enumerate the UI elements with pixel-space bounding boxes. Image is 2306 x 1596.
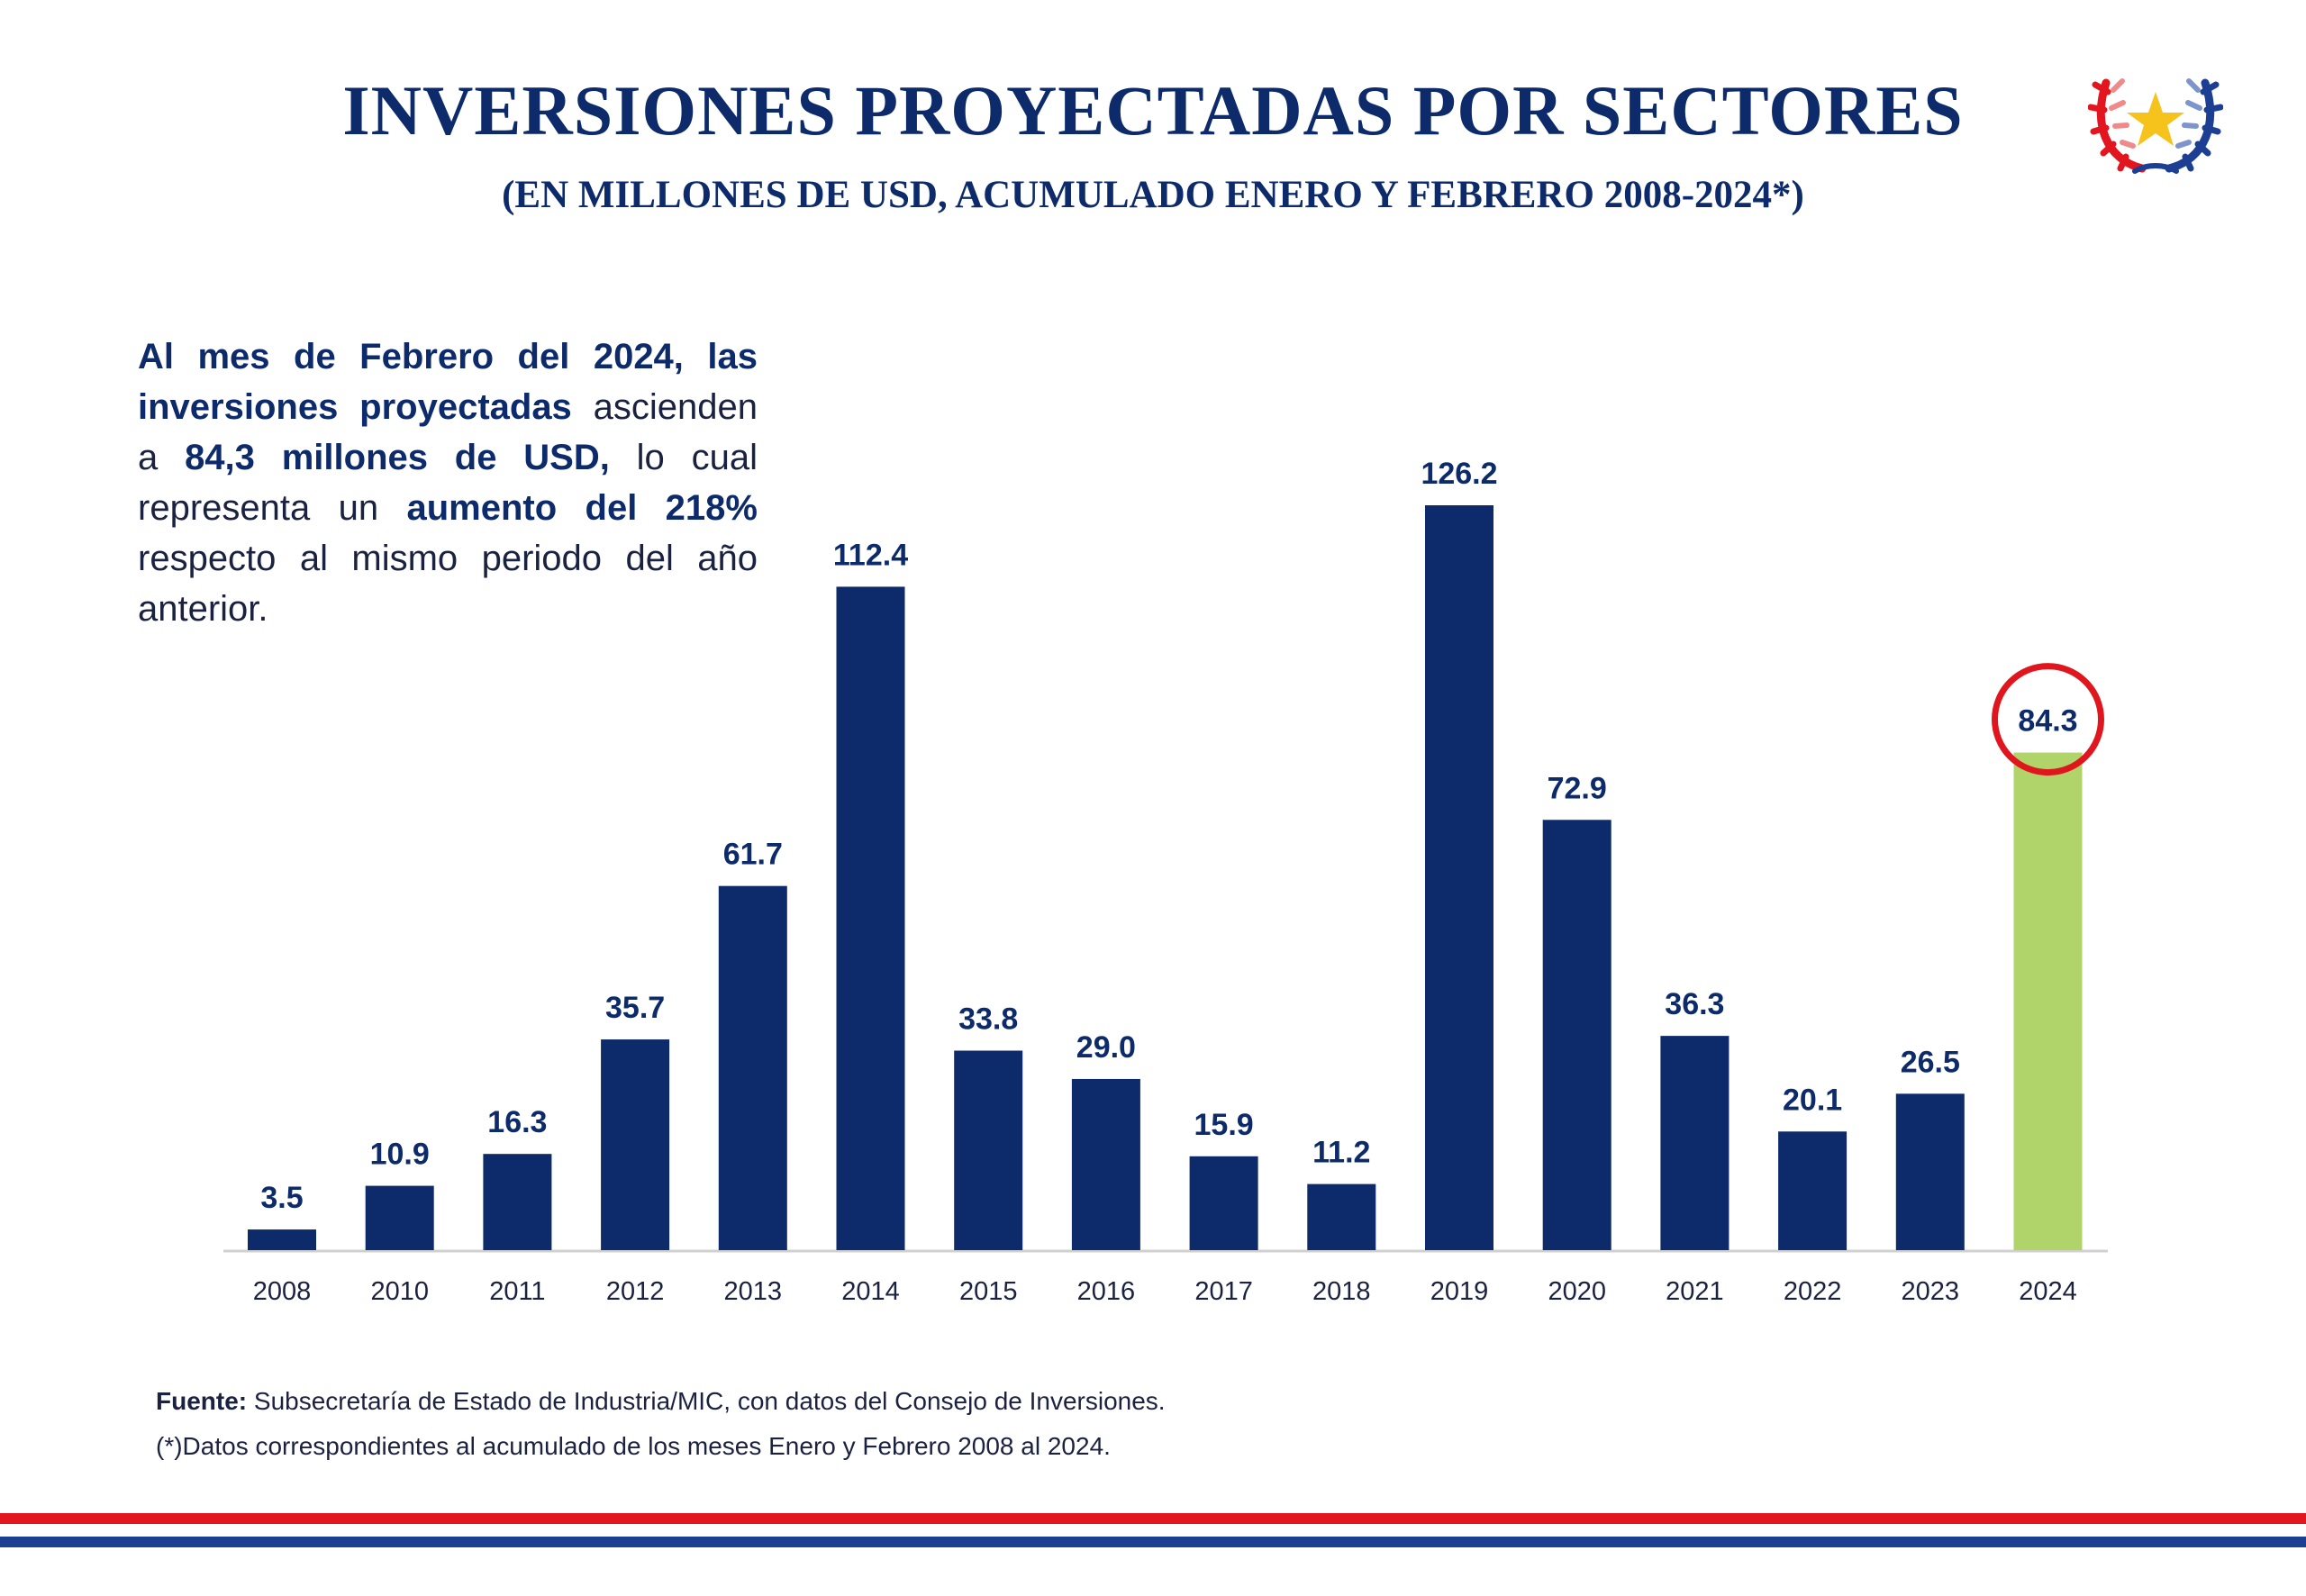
bar-2024	[2013, 752, 2083, 1250]
value-label-2022: 20.1	[1783, 1083, 1842, 1117]
source-text: Subsecretaría de Estado de Industria/MIC…	[247, 1387, 1166, 1415]
value-label-2020: 72.9	[1548, 771, 1607, 805]
page-title: INVERSIONES PROYECTADAS POR SECTORES	[342, 71, 1964, 150]
bar-2016	[1071, 1078, 1140, 1250]
value-label-2018: 11.2	[1312, 1136, 1370, 1170]
bar-2014	[836, 586, 905, 1250]
value-label-2011: 16.3	[487, 1105, 547, 1139]
red-stripe	[0, 1513, 2306, 1524]
x-tick-2023: 2023	[1902, 1277, 1960, 1306]
highlight-circle	[1992, 663, 2104, 776]
source-label: Fuente:	[156, 1387, 248, 1415]
page-subtitle: (EN MILLONES DE USD, ACUMULADO ENERO Y F…	[502, 174, 1804, 216]
value-label-2019: 126.2	[1421, 457, 1497, 491]
footnote: (*)Datos correspondientes al acumulado d…	[156, 1432, 1111, 1460]
x-tick-2008: 2008	[253, 1277, 312, 1306]
x-tick-2021: 2021	[1666, 1277, 1724, 1306]
value-label-2010: 10.9	[370, 1138, 430, 1172]
value-label-2024: 84.3	[2018, 704, 2077, 739]
x-tick-2011: 2011	[489, 1277, 545, 1306]
value-label-2014: 112.4	[833, 538, 908, 572]
value-label-2012: 35.7	[605, 991, 665, 1025]
x-tick-2018: 2018	[1312, 1277, 1371, 1306]
bar-2020	[1542, 820, 1611, 1250]
bar-2008	[248, 1229, 316, 1250]
x-tick-2022: 2022	[1784, 1277, 1842, 1306]
x-tick-2020: 2020	[1548, 1277, 1606, 1306]
value-label-2017: 15.9	[1194, 1108, 1254, 1142]
bar-2022	[1778, 1131, 1848, 1250]
national-seal-icon	[2088, 78, 2223, 174]
x-tick-2010: 2010	[370, 1277, 429, 1306]
bar-2011	[483, 1154, 552, 1250]
bar-2021	[1660, 1036, 1730, 1250]
x-tick-2017: 2017	[1194, 1277, 1253, 1306]
summary-highlight-amount: 84,3 millones de USD,	[185, 438, 610, 477]
x-tick-2019: 2019	[1430, 1277, 1489, 1306]
bar-2010	[365, 1185, 434, 1250]
summary-highlight-increase: aumento del 218%	[406, 488, 758, 528]
summary-highlight-intro: Al mes de Febrero del 2024, las inversio…	[138, 337, 758, 427]
value-label-2023: 26.5	[1901, 1045, 1960, 1079]
x-tick-2014: 2014	[841, 1277, 900, 1306]
x-tick-2012: 2012	[606, 1277, 665, 1306]
x-tick-2024: 2024	[2019, 1277, 2077, 1306]
x-tick-2013: 2013	[724, 1277, 783, 1306]
bar-2023	[1895, 1093, 1965, 1250]
bar-2017	[1189, 1156, 1258, 1250]
source-note: Fuente: Subsecretaría de Estado de Indus…	[156, 1387, 1166, 1416]
summary-text: Al mes de Febrero del 2024, las inversio…	[138, 337, 758, 629]
x-tick-2016: 2016	[1077, 1277, 1136, 1306]
value-label-2021: 36.3	[1665, 987, 1724, 1021]
bar-2018	[1307, 1183, 1376, 1250]
bar-2012	[601, 1039, 670, 1250]
blue-stripe	[0, 1537, 2306, 1547]
bar-2013	[718, 885, 787, 1250]
bar-2015	[954, 1050, 1023, 1250]
bar-2019	[1425, 505, 1493, 1250]
x-tick-2015: 2015	[959, 1277, 1018, 1306]
value-label-2013: 61.7	[723, 838, 783, 872]
value-label-2015: 33.8	[958, 1002, 1018, 1037]
value-label-2016: 29.0	[1076, 1030, 1136, 1065]
value-label-2008: 3.5	[260, 1181, 303, 1215]
